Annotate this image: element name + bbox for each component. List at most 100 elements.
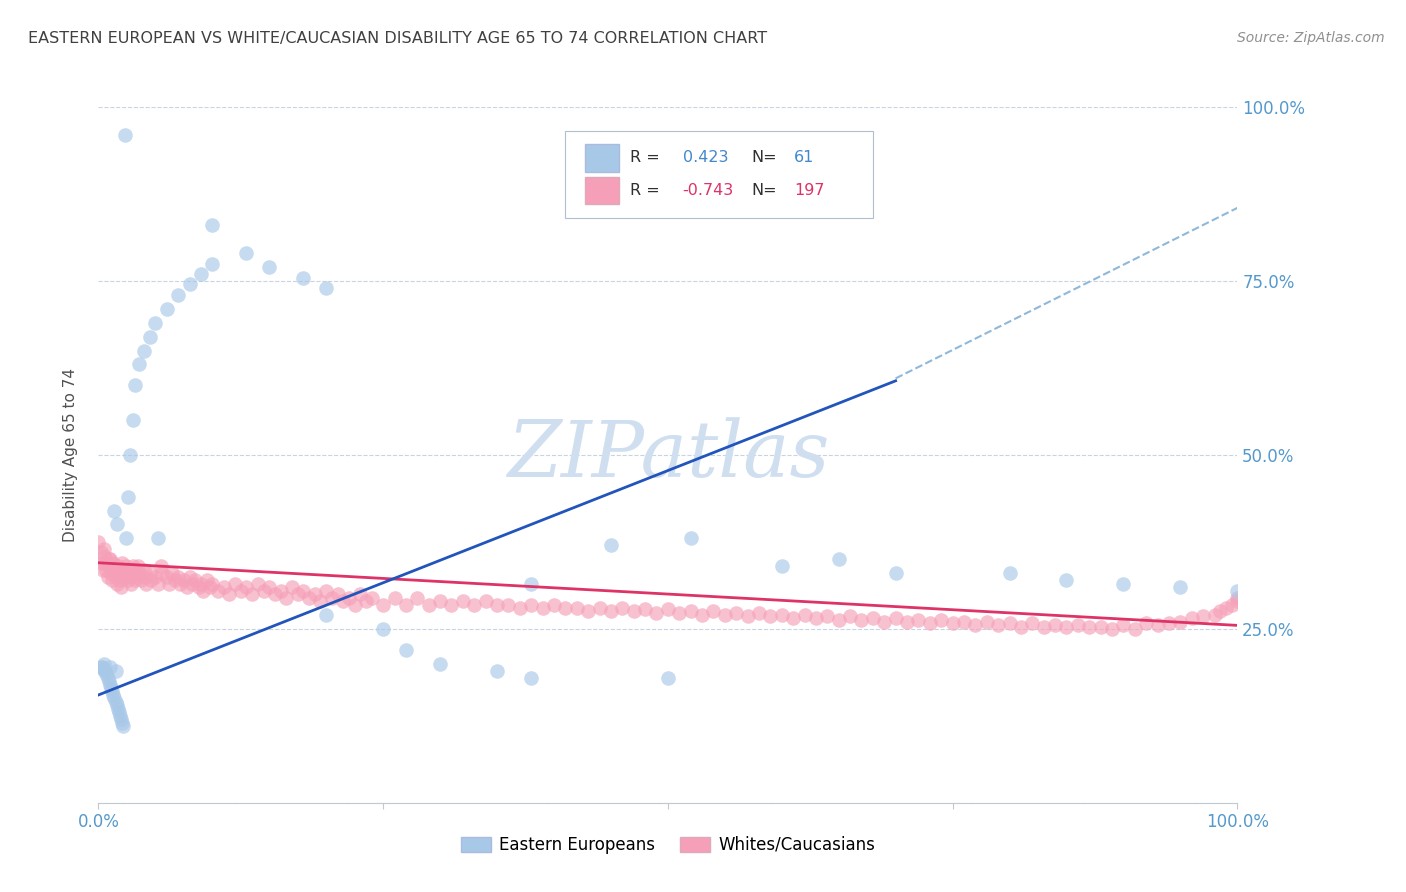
- Point: [531, 601, 554, 615]
- Point: [98, 552, 121, 566]
- Point: [107, 559, 129, 574]
- Point: [108, 573, 131, 587]
- Point: [668, 606, 690, 620]
- Point: [287, 587, 309, 601]
- Point: [107, 702, 129, 716]
- Point: [157, 576, 180, 591]
- Point: [180, 576, 202, 591]
- Point: [929, 613, 952, 627]
- Point: [100, 681, 122, 695]
- Point: [145, 316, 167, 330]
- Point: [96, 671, 118, 685]
- Point: [139, 573, 162, 587]
- Point: [122, 566, 145, 581]
- Point: [93, 541, 115, 556]
- Point: [114, 559, 136, 574]
- Point: [406, 591, 429, 605]
- Point: [111, 556, 134, 570]
- Point: [93, 549, 115, 563]
- Point: [1170, 580, 1192, 594]
- Point: [298, 591, 321, 605]
- Point: [714, 607, 737, 622]
- Point: [1054, 573, 1078, 587]
- Point: [588, 601, 610, 615]
- Point: [110, 580, 132, 594]
- Point: [117, 573, 139, 587]
- Point: [198, 580, 221, 594]
- Point: [395, 598, 418, 612]
- Point: [839, 609, 862, 624]
- Point: [264, 587, 287, 601]
- Point: [101, 573, 124, 587]
- Point: [96, 667, 118, 681]
- Point: [98, 677, 121, 691]
- Point: [124, 573, 146, 587]
- Point: [176, 580, 198, 594]
- Point: [862, 611, 884, 625]
- Point: [128, 566, 150, 581]
- Point: [235, 246, 257, 260]
- Point: [486, 664, 509, 678]
- Point: [759, 609, 782, 624]
- Point: [201, 576, 224, 591]
- Point: [1032, 620, 1054, 634]
- Point: [1067, 618, 1090, 632]
- Text: 0.423: 0.423: [683, 151, 728, 165]
- Point: [429, 594, 451, 608]
- Point: [150, 566, 173, 581]
- Point: [193, 583, 215, 598]
- Point: [132, 563, 155, 577]
- Point: [543, 598, 565, 612]
- Text: N=: N=: [751, 183, 776, 198]
- Point: [108, 708, 131, 723]
- Point: [167, 288, 190, 302]
- FancyBboxPatch shape: [585, 177, 619, 204]
- Point: [240, 587, 263, 601]
- Point: [252, 583, 274, 598]
- Point: [1021, 616, 1043, 631]
- Point: [1226, 583, 1249, 598]
- Point: [150, 559, 173, 574]
- Point: [179, 570, 201, 584]
- Point: [520, 671, 543, 685]
- Point: [395, 642, 418, 657]
- Point: [815, 609, 838, 624]
- Point: [612, 601, 634, 615]
- Point: [179, 277, 201, 292]
- Point: [114, 128, 136, 142]
- Point: [884, 566, 907, 581]
- Point: [229, 583, 252, 598]
- Text: EASTERN EUROPEAN VS WHITE/CAUCASIAN DISABILITY AGE 65 TO 74 CORRELATION CHART: EASTERN EUROPEAN VS WHITE/CAUCASIAN DISA…: [28, 31, 768, 46]
- Point: [1220, 598, 1243, 612]
- Point: [100, 566, 122, 581]
- Point: [173, 573, 195, 587]
- Point: [1204, 607, 1226, 622]
- Point: [315, 583, 337, 598]
- Point: [124, 378, 146, 392]
- Text: N=: N=: [751, 151, 776, 165]
- Text: R =: R =: [630, 151, 659, 165]
- Point: [451, 594, 474, 608]
- Point: [315, 607, 337, 622]
- Point: [873, 615, 896, 629]
- Point: [634, 602, 657, 616]
- Point: [600, 605, 623, 619]
- Point: [104, 695, 127, 709]
- Point: [112, 563, 135, 577]
- Point: [828, 613, 851, 627]
- Point: [679, 605, 702, 619]
- Point: [90, 660, 112, 674]
- Point: [120, 570, 142, 584]
- Point: [1135, 616, 1157, 631]
- Point: [520, 576, 543, 591]
- Point: [127, 570, 149, 584]
- Text: 197: 197: [794, 183, 825, 198]
- Point: [104, 570, 127, 584]
- Point: [125, 563, 148, 577]
- Point: [135, 576, 157, 591]
- Point: [645, 606, 668, 620]
- Point: [343, 598, 366, 612]
- Point: [349, 587, 371, 601]
- Point: [90, 545, 112, 559]
- Point: [942, 616, 965, 631]
